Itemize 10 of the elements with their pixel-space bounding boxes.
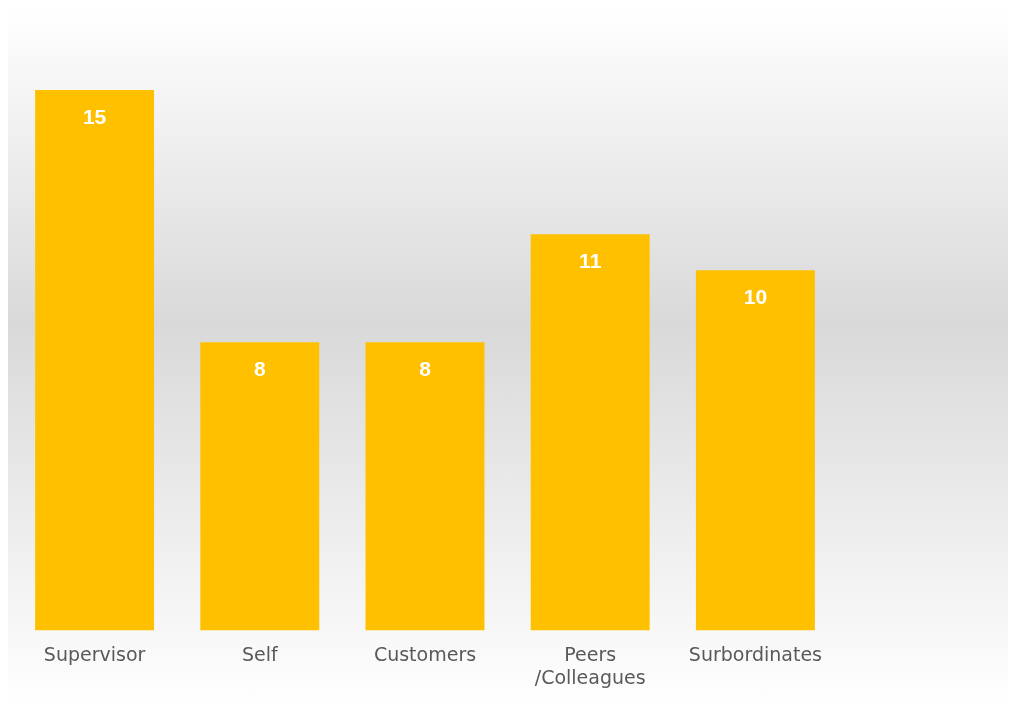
data-label: 15 xyxy=(82,105,107,129)
x-tick-label: Supervisor xyxy=(43,642,146,665)
data-label: 10 xyxy=(743,285,768,309)
x-tick-label: Surbordinates xyxy=(688,642,822,665)
data-label: 8 xyxy=(253,357,266,381)
x-tick-label: Self xyxy=(241,642,279,665)
data-label: 8 xyxy=(419,357,432,381)
x-tick-label: Peers /Colleagues xyxy=(534,642,646,688)
x-tick-label: Customers xyxy=(373,642,477,665)
data-label: 11 xyxy=(579,249,602,273)
